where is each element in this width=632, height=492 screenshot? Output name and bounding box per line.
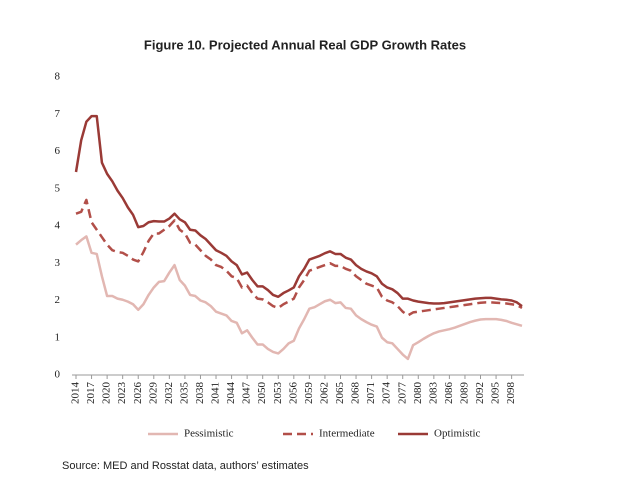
x-tick-label: 2053 xyxy=(272,382,284,405)
x-tick-label: 2077 xyxy=(396,382,408,405)
legend-label: Optimistic xyxy=(434,428,481,440)
x-tick-label: 2086 xyxy=(443,382,455,405)
y-tick-label: 7 xyxy=(55,108,61,120)
x-tick-label: 2089 xyxy=(458,382,470,405)
x-tick-label: 2095 xyxy=(490,382,502,405)
x-tick-label: 2035 xyxy=(178,382,190,405)
series-line xyxy=(74,114,523,308)
source-note: Source: MED and Rosstat data, authors’ e… xyxy=(62,460,309,472)
x-tick-label: 2029 xyxy=(147,382,159,405)
legend-label: Pessimistic xyxy=(184,428,234,440)
y-tick-label: 8 xyxy=(55,71,61,83)
x-tick-label: 2083 xyxy=(427,382,439,405)
x-tick-label: 2047 xyxy=(241,382,253,405)
x-tick-label: 2098 xyxy=(505,382,517,405)
x-tick-label: 2014 xyxy=(70,382,82,405)
x-tick-label: 2092 xyxy=(474,382,486,404)
series-line xyxy=(75,235,523,361)
x-tick-label: 2023 xyxy=(116,382,128,405)
x-tick-label: 2041 xyxy=(210,382,222,404)
x-tick-label: 2071 xyxy=(365,382,377,404)
y-tick-label: 6 xyxy=(55,145,61,157)
y-tick-label: 4 xyxy=(55,220,61,232)
series-line xyxy=(75,198,523,317)
x-tick-label: 2074 xyxy=(381,382,393,405)
x-tick-label: 2044 xyxy=(225,382,237,405)
y-tick-label: 3 xyxy=(55,257,61,269)
x-tick-label: 2056 xyxy=(287,382,299,405)
x-tick-label: 2017 xyxy=(85,382,97,405)
y-tick-label: 2 xyxy=(55,294,61,306)
y-tick-label: 0 xyxy=(55,369,61,381)
y-tick-label: 1 xyxy=(55,331,61,343)
x-tick-label: 2026 xyxy=(132,382,144,405)
x-tick-label: 2062 xyxy=(318,382,330,404)
x-tick-label: 2038 xyxy=(194,382,206,405)
x-tick-label: 2032 xyxy=(163,382,175,404)
x-tick-label: 2065 xyxy=(334,382,346,405)
x-tick-label: 2059 xyxy=(303,382,315,405)
chart-title: Figure 10. Projected Annual Real GDP Gro… xyxy=(144,37,466,52)
legend-label: Intermediate xyxy=(319,428,375,440)
y-tick-label: 5 xyxy=(55,182,61,194)
x-tick-label: 2020 xyxy=(101,382,113,405)
x-tick-label: 2068 xyxy=(350,382,362,405)
x-tick-label: 2080 xyxy=(412,382,424,405)
x-tick-label: 2050 xyxy=(256,382,268,405)
